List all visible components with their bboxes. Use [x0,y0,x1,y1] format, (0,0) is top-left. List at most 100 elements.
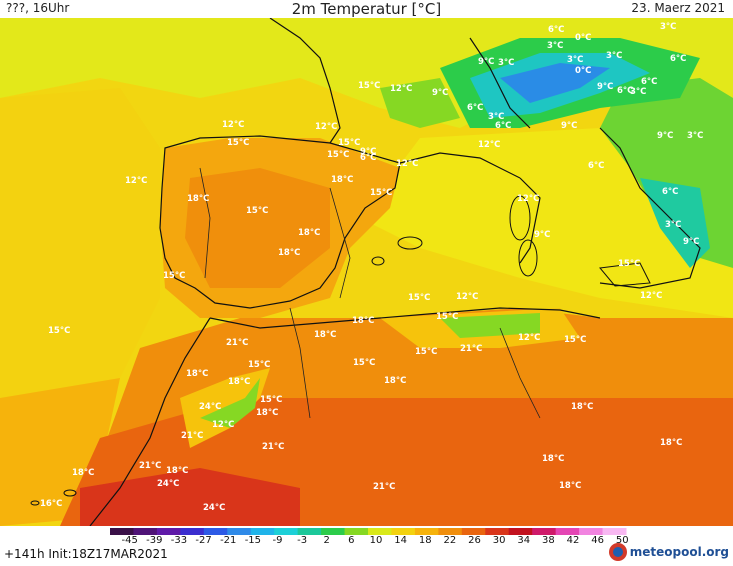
temperature-label: 15°C [408,293,430,303]
temperature-label: 6°C [548,25,564,35]
temperature-label: 6°C [641,77,657,87]
temperature-label: 18°C [571,402,593,412]
temperature-label: 6°C [360,153,376,163]
temperature-label: 6°C [617,86,633,96]
legend-tick-label: 26 [468,535,481,544]
run-info: +141h Init:18Z17MAR2021 [4,547,168,561]
legend-tick-label: 30 [493,535,506,544]
temperature-label: 18°C [72,468,94,478]
temperature-label: 15°C [248,360,270,370]
temperature-label: 15°C [48,326,70,336]
temperature-label: 3°C [660,22,676,32]
temperature-legend: -45 -39 -33 -27 -21 -15 -9 -3 2 6 10 14 18 22 26 30 34 38… [110,528,629,544]
legend-swatch [297,528,322,535]
temperature-label: 24°C [157,479,179,489]
temperature-label: 15°C [618,259,640,269]
legend-swatch [156,528,181,535]
temperature-label: 18°C [298,228,320,238]
temperature-label: 15°C [353,358,375,368]
temperature-label: 6°C [662,187,678,197]
legend-swatch [555,528,580,535]
legend-tick-label: 14 [394,535,407,544]
legend-tick-label: 38 [542,535,555,544]
temperature-label: 16°C [40,499,62,509]
temperature-label: 21°C [181,431,203,441]
temperature-labels: 6°C0°C3°C3°C0°C3°C9°C 3°C 3°C 6°C6°C9°C 6°C3… [40,22,703,513]
legend-swatch [391,528,416,535]
legend-tick-label: 2 [324,535,330,544]
legend-swatch [579,528,604,535]
temperature-label: 9°C [657,131,673,141]
temperature-label: 15°C [370,188,392,198]
temperature-label: 18°C [228,377,250,387]
temperature-label: 12°C [390,84,412,94]
legend-tick-label: -21 [220,535,236,544]
brand-logo[interactable]: meteopool.org [608,543,729,561]
temperature-label: 9°C [683,237,699,247]
legend-swatch [227,528,252,535]
temperature-label: 18°C [166,466,188,476]
temperature-label: 18°C [331,175,353,185]
temperature-label: 9°C [561,121,577,131]
temperature-label: 12°C [396,159,418,169]
legend-tick-label: 6 [348,535,354,544]
legend-swatch [414,528,439,535]
temperature-label: 12°C [640,291,662,301]
temperature-label: 12°C [518,333,540,343]
temperature-label: 9°C [534,230,550,240]
temperature-label: 12°C [517,194,539,204]
legend-swatch [461,528,486,535]
legend-swatch [321,528,346,535]
temperature-label: 6°C [588,161,604,171]
forecast-time-label: ???, 16Uhr [6,1,70,15]
legend-swatch [438,528,463,535]
temperature-label: 9°C [432,88,448,98]
temperature-label: 0°C [575,66,591,76]
temperature-label: 3°C [665,220,681,230]
temperature-label: 15°C [358,81,380,91]
legend-swatch [110,528,134,535]
temperature-label: 12°C [315,122,337,132]
temperature-label: 15°C [415,347,437,357]
temperature-label: 12°C [456,292,478,302]
temperature-label: 3°C [488,112,504,122]
legend-tick-label: -3 [297,535,307,544]
legend-swatch [250,528,275,535]
temperature-label: 3°C [498,58,514,68]
legend-swatch [180,528,205,535]
brand-name: meteopool.org [629,545,729,559]
temperature-label: 18°C [256,408,278,418]
temperature-label: 15°C [564,335,586,345]
temperature-label: 18°C [384,376,406,386]
temperature-label: 15°C [327,150,349,160]
temperature-label: 15°C [163,271,185,281]
temperature-label: 6°C [495,121,511,131]
legend-swatch [203,528,228,535]
legend-tick-label: -45 [122,535,138,544]
temperature-label: 3°C [687,131,703,141]
temperature-label: 18°C [559,481,581,491]
temperature-label: 9°C [597,82,613,92]
temperature-label: 6°C [670,54,686,64]
legend-tick-label: -15 [245,535,261,544]
map-title: 2m Temperatur [°C] [291,0,442,18]
temperature-label: 21°C [373,482,395,492]
legend-tick-label: 50 [616,535,629,544]
legend-swatch [532,528,557,535]
forecast-date: 23. Maerz 2021 [631,1,725,15]
temperature-label: 15°C [260,395,282,405]
temperature-label: 12°C [212,420,234,430]
temperature-label: 3°C [630,87,646,97]
temperature-label: 18°C [314,330,336,340]
temperature-label: 21°C [262,442,284,452]
legend-tick-label: -39 [146,535,162,544]
legend-tick-label: 18 [419,535,432,544]
temperature-label: 9°C [360,147,376,157]
legend-swatch [508,528,533,535]
legend-swatch [485,528,510,535]
temperature-label: 0°C [575,33,591,43]
legend-tick-label: 46 [591,535,604,544]
legend-tick-label: 10 [370,535,383,544]
legend-swatch [274,528,299,535]
brand-icon [608,543,627,561]
